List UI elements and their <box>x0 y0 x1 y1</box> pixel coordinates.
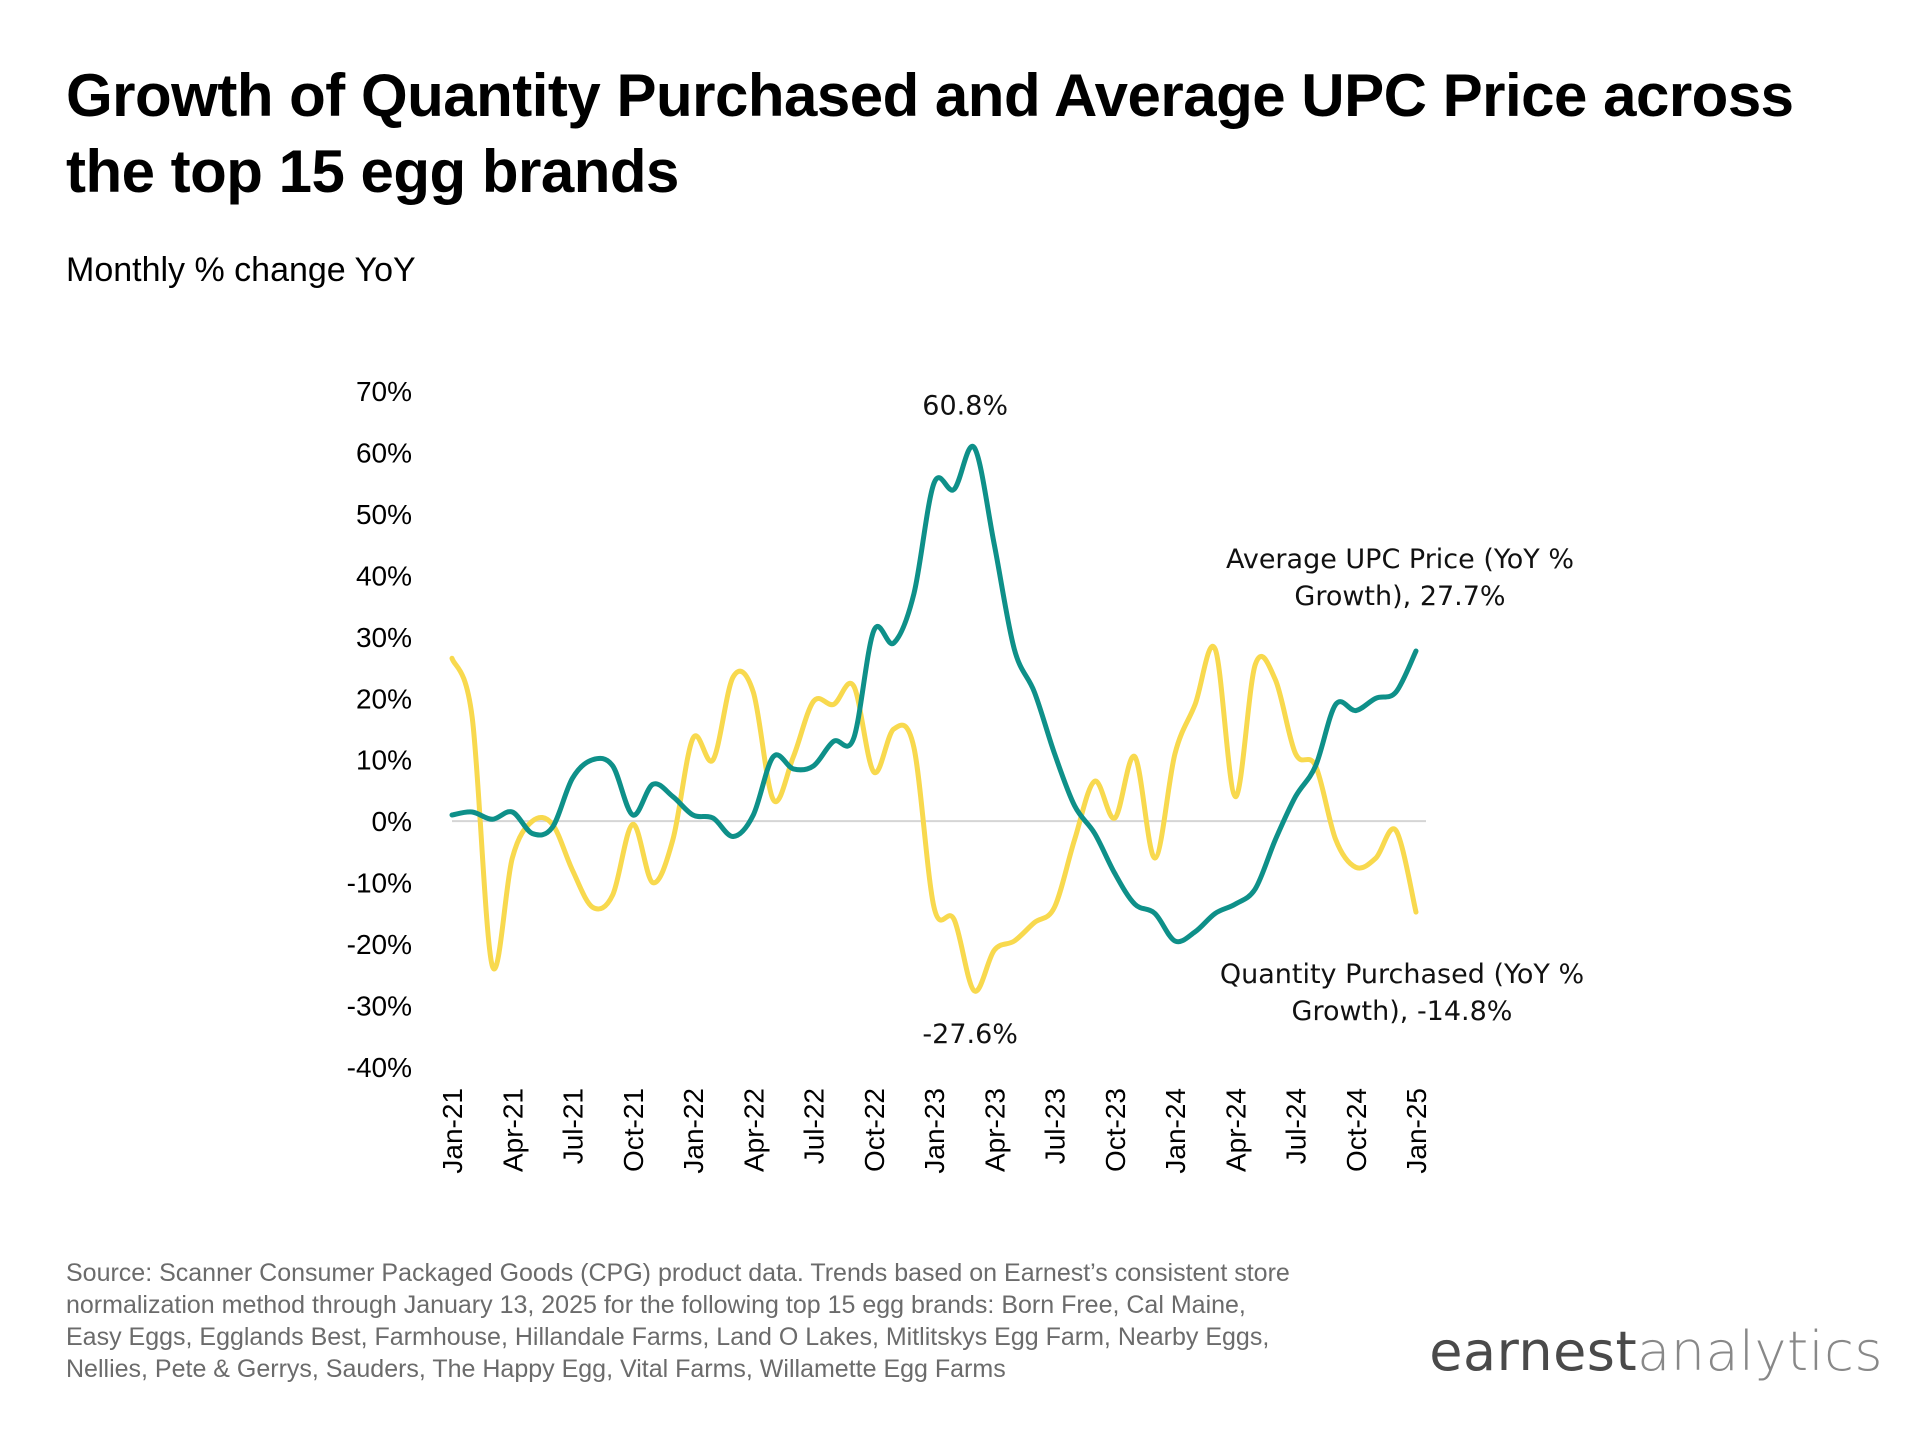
y-axis: 70% 60% 50% 40% 30% 20% 10% 0% -10% -20% -30% -40% <box>347 376 412 1083</box>
x-tick-label: Jul-21 <box>558 1088 589 1164</box>
y-tick-label: 60% <box>356 437 412 468</box>
price-series-label: Average UPC Price (YoY % Growth), 27.7% <box>1226 544 1574 612</box>
x-tick-label: Jan-25 <box>1401 1088 1432 1174</box>
x-tick-label: Jul-22 <box>799 1088 830 1164</box>
x-tick-label: Oct-22 <box>859 1088 890 1172</box>
line-chart: 70%60%50%40%30%20%10%0%-10%-20%-30%-40% … <box>347 376 1585 1174</box>
logo-part-earnest: earnest <box>1429 1320 1638 1383</box>
y-tick-label: 20% <box>356 683 412 714</box>
annotations: 60.8% -27.6% Average UPC Price (YoY % Growt… <box>922 391 1584 1050</box>
x-tick-label: Jan-23 <box>919 1088 950 1174</box>
price-series-line <box>449 443 1419 945</box>
x-tick-label: Jul-24 <box>1281 1088 1312 1164</box>
y-tick-label: 0% <box>372 806 412 837</box>
y-tick-label: 70% <box>356 376 412 407</box>
y-tick-label: -10% <box>347 868 412 899</box>
x-tick-label: Jul-23 <box>1040 1088 1071 1164</box>
x-tick-label: Jan-21 <box>437 1088 468 1174</box>
y-tick-label: -30% <box>347 991 412 1022</box>
source-note: Source: Scanner Consumer Packaged Goods … <box>66 1259 1290 1383</box>
logo-part-analytics: analytics <box>1637 1320 1883 1383</box>
y-tick-label: 30% <box>356 622 412 653</box>
peak-price-label: 60.8% <box>922 391 1008 422</box>
y-tick-label: 50% <box>356 499 412 530</box>
quantity-series-line <box>449 643 1419 994</box>
x-tick-label: Apr-23 <box>979 1088 1010 1172</box>
x-tick-label: Oct-23 <box>1100 1088 1131 1172</box>
x-tick-label: Jan-24 <box>1160 1088 1191 1174</box>
chart-title: Growth of Quantity Purchased and Average… <box>66 62 1794 205</box>
x-axis: Jan-21 Apr-21 Jul-21 Oct-21 Jan-22 Apr-22 Jul-… <box>437 1088 1432 1174</box>
series-lines <box>449 443 1419 994</box>
y-tick-label: -40% <box>347 1052 412 1083</box>
y-tick-label: 40% <box>356 560 412 591</box>
y-tick-label: 10% <box>356 745 412 776</box>
x-tick-label: Oct-24 <box>1341 1088 1372 1172</box>
x-tick-label: Apr-22 <box>738 1088 769 1172</box>
trough-quantity-label: -27.6% <box>922 1019 1018 1050</box>
chart-subtitle: Monthly % change YoY <box>66 251 416 289</box>
x-tick-label: Oct-21 <box>618 1088 649 1172</box>
y-tick-label: -20% <box>347 929 412 960</box>
earnest-analytics-logo: earnestanalytics <box>1429 1320 1883 1383</box>
x-tick-label: Apr-21 <box>497 1088 528 1172</box>
x-tick-label: Jan-22 <box>678 1088 709 1174</box>
quantity-series-label: Quantity Purchased (YoY % Growth), -14.8% <box>1220 959 1584 1027</box>
x-tick-label: Apr-24 <box>1220 1088 1251 1172</box>
